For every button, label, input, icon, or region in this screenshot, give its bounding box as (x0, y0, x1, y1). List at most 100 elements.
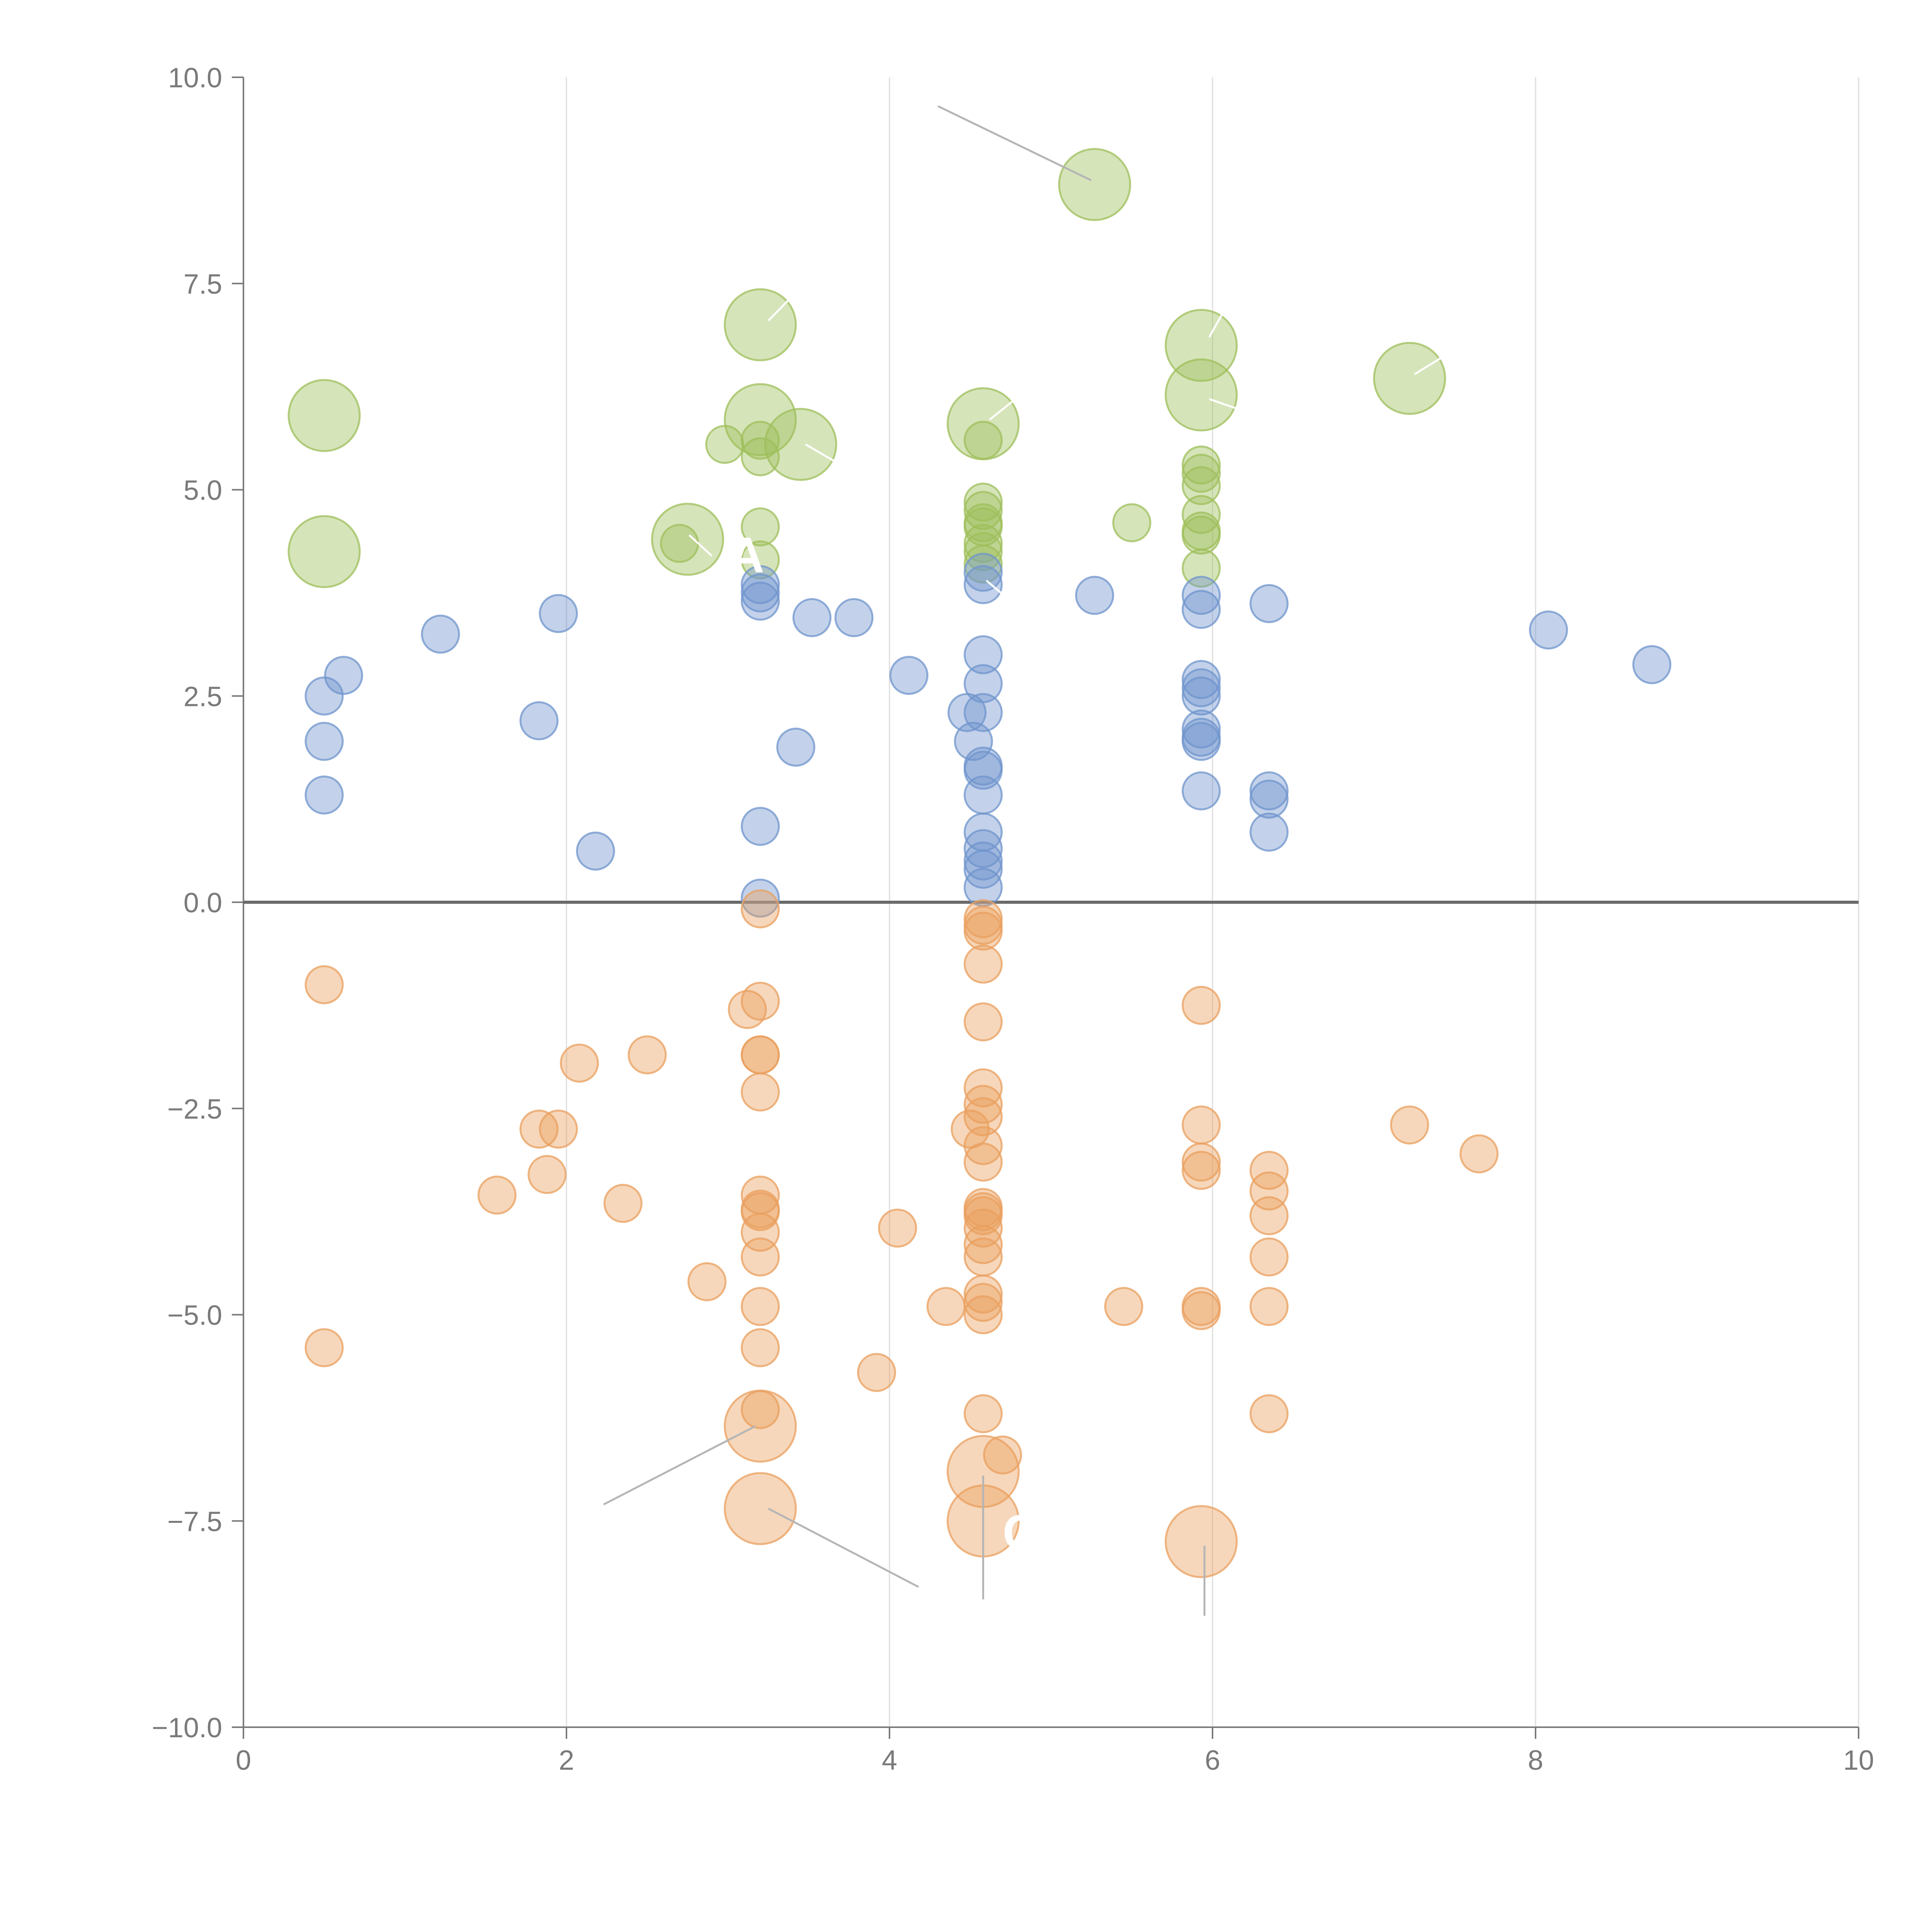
orange-point-54 (1182, 986, 1221, 1025)
blue-point-19 (963, 553, 1003, 592)
orange-point-48 (963, 1295, 1003, 1334)
blue-point-46 (1529, 610, 1568, 650)
x-tick-label-0: 0 (236, 1745, 251, 1776)
blue-point-16 (889, 656, 929, 695)
blue-point-1 (304, 722, 344, 761)
orange-point-7 (603, 1184, 643, 1223)
blue-point-32 (1075, 576, 1114, 615)
blue-point-21 (963, 635, 1003, 674)
orange-point-6 (560, 1043, 599, 1083)
blue-point-13 (776, 728, 816, 767)
blue-point-26 (963, 775, 1003, 815)
orange-point-45 (963, 1237, 1003, 1277)
green-point-22 (1112, 503, 1151, 543)
blue-point-35 (1182, 660, 1221, 699)
orange-point-46 (963, 1274, 1003, 1314)
blue-point-5 (519, 701, 559, 740)
orange-point-9 (687, 1262, 727, 1301)
orange-point-12 (741, 981, 780, 1021)
y-tick-label-8: −10.0 (152, 1713, 222, 1743)
blue-point-20 (963, 565, 1003, 604)
annotation-label-0: A (728, 527, 764, 583)
green-point-18 (963, 524, 1003, 563)
blue-point-41 (1182, 771, 1221, 811)
orange-point-55 (1182, 1105, 1221, 1145)
orange-point-22 (741, 1328, 780, 1367)
blue-point-33 (1182, 576, 1221, 615)
green-point-25 (1182, 445, 1221, 485)
blue-point-6 (539, 594, 578, 633)
blue-point-36 (1182, 668, 1221, 707)
orange-point-42 (963, 1196, 1003, 1235)
y-tick-label-4: 0.0 (184, 888, 222, 918)
y-tick-label-7: −7.5 (167, 1506, 222, 1537)
y-tick-label-6: −5.0 (167, 1300, 222, 1331)
orange-point-35 (963, 1068, 1003, 1107)
blue-point-38 (1182, 709, 1221, 749)
orange-point-2 (477, 1175, 517, 1215)
blue-point-4 (421, 614, 460, 654)
green-point-30 (1182, 515, 1221, 555)
annotation-connector-2 (1208, 308, 1226, 338)
green-point-21 (1058, 148, 1131, 221)
orange-point-65 (1249, 1287, 1289, 1326)
orange-point-38 (963, 1126, 1003, 1165)
green-point-27 (1182, 466, 1221, 505)
orange-point-43 (963, 1208, 1003, 1248)
orange-point-21 (741, 1287, 780, 1326)
orange-point-36 (963, 1085, 1003, 1124)
annotation-connector-6 (805, 443, 842, 466)
blue-point-8 (741, 565, 780, 604)
blue-point-34 (1182, 590, 1221, 629)
orange-point-39 (963, 1143, 1003, 1182)
orange-point-25 (724, 1472, 797, 1545)
orange-point-63 (1249, 1196, 1289, 1235)
annotation-connector-5 (989, 398, 1016, 420)
annotation-connector-0 (937, 105, 1092, 182)
orange-point-5 (539, 1109, 578, 1149)
green-point-3 (660, 524, 699, 563)
orange-point-68 (1459, 1134, 1499, 1173)
y-tick-label-3: 2.5 (184, 681, 222, 712)
green-point-2 (651, 503, 724, 576)
blue-point-44 (1249, 779, 1289, 819)
blue-point-22 (963, 664, 1003, 703)
blue-point-23 (963, 693, 1003, 732)
orange-point-60 (1165, 1505, 1238, 1578)
orange-point-53 (1104, 1287, 1143, 1326)
y-tick-label-0: 10.0 (168, 63, 222, 94)
orange-point-33 (963, 944, 1003, 984)
orange-point-34 (963, 1002, 1003, 1042)
green-point-26 (1182, 454, 1221, 493)
annotation-label-1: C (1003, 1504, 1039, 1561)
orange-point-61 (1249, 1151, 1289, 1190)
green-point-19 (963, 532, 1003, 571)
annotation-connector-10 (768, 1508, 919, 1588)
orange-point-56 (1182, 1143, 1221, 1182)
orange-point-52 (983, 1435, 1022, 1475)
orange-point-18 (741, 1192, 780, 1231)
blue-point-9 (741, 573, 780, 612)
orange-point-20 (741, 1237, 780, 1277)
axes: 0 2 4 6 8 10 10.0 7.5 5.0 2.5 0.0 −2.5 −5.0 −7.5 −10.0 (152, 63, 1874, 1776)
blue-point-2 (304, 775, 344, 815)
blue-point-11 (741, 807, 780, 846)
green-point-0 (287, 379, 361, 452)
orange-point-64 (1249, 1237, 1289, 1277)
green-point-7 (764, 408, 837, 481)
annotation-connector-9 (603, 1425, 756, 1505)
x-tick-label-4: 8 (1528, 1745, 1543, 1776)
orange-point-8 (628, 1035, 667, 1075)
green-point-13 (963, 420, 1003, 460)
orange-point-57 (1182, 1151, 1221, 1190)
orange-point-0 (304, 965, 344, 1004)
y-tick-label-2: 5.0 (184, 475, 222, 506)
x-tick-label-2: 4 (882, 1745, 897, 1776)
orange-point-44 (963, 1225, 1003, 1264)
blue-point-45 (1249, 813, 1289, 852)
orange-point-26 (857, 1353, 896, 1392)
green-point-28 (1182, 495, 1221, 534)
orange-point-67 (1390, 1105, 1429, 1145)
